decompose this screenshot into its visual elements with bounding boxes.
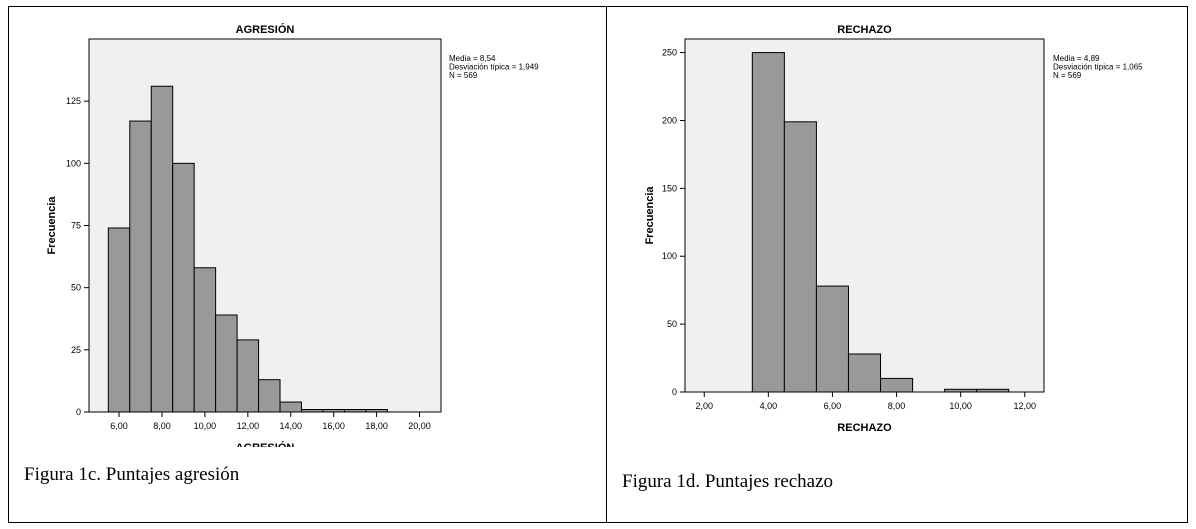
panel-divider <box>606 7 607 522</box>
histogram-bar <box>815 285 849 393</box>
x-tick-label: 10,00 <box>194 421 217 431</box>
y-tick-label: 100 <box>66 158 81 168</box>
y-axis-label: Frecuencia <box>644 186 656 245</box>
histogram-bar <box>129 120 152 413</box>
x-tick-label: 18,00 <box>365 421 388 431</box>
x-tick-label: 2,00 <box>695 401 713 411</box>
x-tick-label: 10,00 <box>949 401 972 411</box>
x-tick-label: 12,00 <box>1014 401 1037 411</box>
x-tick-label: 8,00 <box>888 401 906 411</box>
y-tick-label: 50 <box>667 319 677 329</box>
stats-line: Media = 8,54 <box>449 54 496 63</box>
histogram-bar <box>944 388 978 393</box>
x-tick-label: 6,00 <box>110 421 128 431</box>
stats-line: Media = 4,89 <box>1053 54 1100 63</box>
histogram-bar <box>365 409 388 413</box>
histogram-bar <box>172 162 195 413</box>
y-tick-label: 0 <box>672 387 677 397</box>
y-tick-label: 75 <box>71 221 81 231</box>
y-tick-label: 25 <box>71 345 81 355</box>
histogram-bar <box>107 227 131 413</box>
figure-caption: Figura 1d. Puntajes rechazo <box>622 471 834 492</box>
y-tick-label: 0 <box>76 407 81 417</box>
x-axis-label: AGRESIÓN <box>236 441 295 447</box>
y-tick-label: 50 <box>71 283 81 293</box>
histogram-bar <box>343 409 367 413</box>
stats-line: Desviación típica = 1,065 <box>1053 63 1143 72</box>
histogram-bar <box>847 353 882 393</box>
y-axis-label: Frecuencia <box>46 196 58 255</box>
histogram-bar <box>976 388 1010 393</box>
histogram-bar <box>751 52 785 393</box>
stats-line: N = 569 <box>1053 71 1082 80</box>
histogram-bar <box>150 85 174 413</box>
x-axis-label: RECHAZO <box>837 422 892 434</box>
histogram-agresion: 0 25 50 75 100 125 6,00 8,00 10,00 12,00 14,00 16,0… <box>46 23 539 447</box>
x-tick-label: 6,00 <box>824 401 842 411</box>
histogram-bar <box>279 401 302 413</box>
histogram-bar <box>193 267 217 413</box>
x-tick-label: 14,00 <box>279 421 302 431</box>
y-tick-label: 250 <box>662 48 677 58</box>
histogram-bar <box>322 409 345 413</box>
plot-area <box>684 38 1045 393</box>
x-tick-label: 4,00 <box>760 401 778 411</box>
chart-title: RECHAZO <box>837 24 892 36</box>
y-tick-label: 125 <box>66 96 81 106</box>
histogram-rechazo: 0 50 100 150 200 250 2,00 4,00 6,00 8,00 10,00 12,0… <box>644 24 1143 434</box>
figure-caption: Figura 1c. Puntajes agresión <box>24 464 240 485</box>
chart-title: AGRESIÓN <box>236 23 295 36</box>
histogram-bar <box>880 377 914 393</box>
figure-panel-agresion: 0 25 50 75 100 125 6,00 8,00 10,00 12,00 14,00 16,0… <box>9 7 606 522</box>
x-tick-label: 16,00 <box>322 421 345 431</box>
y-tick-label: 100 <box>662 251 677 261</box>
y-tick-label: 200 <box>662 115 677 125</box>
figure-panel-rechazo: 0 50 100 150 200 250 2,00 4,00 6,00 8,00 10,00 12,0… <box>607 7 1187 522</box>
histogram-bar <box>236 339 260 413</box>
stats-line: N = 569 <box>449 71 478 80</box>
figure-frame: 0 25 50 75 100 125 6,00 8,00 10,00 12,00 14,00 16,0… <box>8 6 1188 523</box>
y-tick-label: 150 <box>662 183 677 193</box>
histogram-bar <box>258 379 281 413</box>
x-tick-label: 8,00 <box>153 421 171 431</box>
histogram-bar <box>783 121 817 393</box>
histogram-bar <box>300 409 324 413</box>
x-tick-label: 20,00 <box>408 421 431 431</box>
x-tick-label: 12,00 <box>237 421 260 431</box>
histogram-bar <box>215 314 238 413</box>
stats-line: Desviación típica = 1,949 <box>449 63 539 72</box>
